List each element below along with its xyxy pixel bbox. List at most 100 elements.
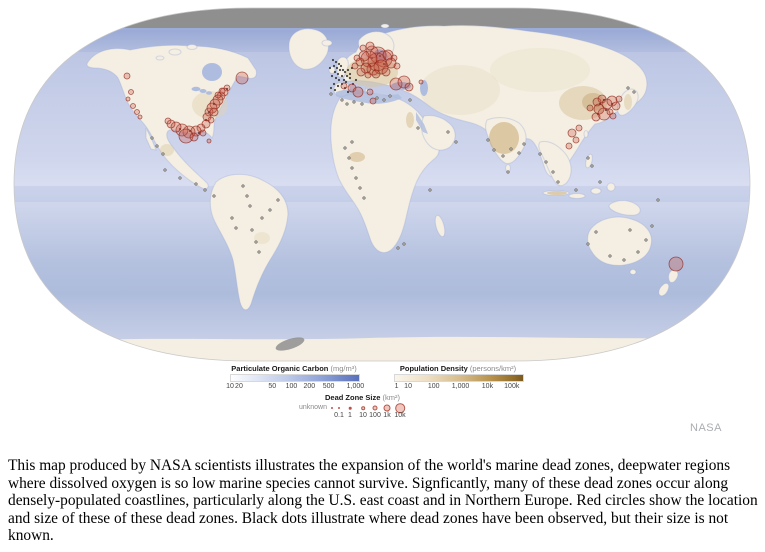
observed-dead-zone-dot [332, 82, 336, 86]
observed-dead-zone-dot [446, 130, 450, 134]
legend-tick-label: 200 [303, 383, 316, 390]
dead-zone-circle [364, 71, 372, 79]
observed-dead-zone-dot [155, 144, 159, 148]
legend-dz-size-circle [372, 405, 378, 411]
dead-zone-circle [418, 79, 424, 85]
legend-dz-size-circle [338, 407, 340, 409]
observed-dead-zone-dot [336, 84, 340, 88]
observed-dead-zone-dot [354, 176, 358, 180]
observed-dead-zone-dot [396, 246, 400, 250]
tasmania [629, 268, 637, 276]
observed-dead-zone-dot [636, 250, 640, 254]
continent-antarctica [14, 336, 750, 361]
legend-tick-label: 100k [504, 383, 520, 390]
legend-dz-tick-label: 1k [383, 412, 391, 419]
observed-dead-zone-dot [376, 60, 380, 64]
southeast-asia [538, 140, 572, 187]
legend-pop-gradient-bar [394, 374, 524, 382]
legend-dz-size-circle [383, 404, 391, 412]
dead-zone-circle [365, 41, 375, 51]
legend-poc-title: Particulate Organic Carbon (mg/m³) [230, 364, 358, 373]
legend-tick-label: 500 [322, 383, 335, 390]
legend-poc-gradient-bar [230, 374, 360, 382]
dead-zone-circle [123, 72, 131, 80]
observed-dead-zone-dot [241, 184, 245, 188]
observed-dead-zone-dot [346, 68, 350, 72]
observed-dead-zone-dot [586, 242, 590, 246]
dead-zone-circle [218, 87, 226, 95]
dead-zone-circle [397, 75, 411, 89]
svalbard [380, 23, 390, 29]
observed-dead-zone-dot [522, 142, 526, 146]
observed-dead-zone-dot [329, 92, 333, 96]
dead-zone-circle [206, 138, 212, 144]
observed-dead-zone-dot [340, 98, 344, 102]
dead-zone-circle [125, 96, 131, 102]
observed-dead-zone-dot [501, 154, 505, 158]
legend-dz-size-circle [395, 403, 405, 413]
observed-dead-zone-dot [334, 60, 338, 64]
new-zealand-north [667, 269, 679, 284]
observed-dead-zone-dot [347, 156, 351, 160]
dead-zone-circle [356, 67, 366, 77]
dead-zone-circle [615, 95, 623, 103]
observed-dead-zone-dot [337, 62, 341, 66]
madagascar [434, 214, 446, 238]
observed-dead-zone-dot [339, 64, 343, 68]
observed-dead-zone-dot [626, 86, 630, 90]
observed-dead-zone-dot [388, 94, 392, 98]
dead-zone-circle [128, 89, 134, 95]
observed-dead-zone-dot [538, 152, 542, 156]
observed-dead-zone-dot [332, 64, 336, 68]
legend-dz-title-text: Dead Zone Size [324, 393, 381, 402]
dead-zone-circle [353, 54, 361, 62]
observed-dead-zone-dot [333, 88, 337, 92]
legend-tick-label: 1,000 [346, 383, 365, 390]
legend-dz-unknown-dot [331, 407, 333, 409]
observed-dead-zone-dot [330, 74, 334, 78]
observed-dead-zone-dot [358, 186, 362, 190]
dead-zone-circle [359, 44, 367, 52]
observed-dead-zone-dot [362, 196, 366, 200]
dead-zone-circle [369, 97, 377, 105]
observed-dead-zone-dot [350, 166, 354, 170]
dead-zone-circle [404, 82, 414, 92]
observed-dead-zone-dot [590, 164, 594, 168]
observed-dead-zone-dot [245, 194, 249, 198]
dead-zone-circle [567, 128, 577, 138]
observed-dead-zone-dot [402, 242, 406, 246]
legend-dz-unknown-label: unknown [298, 404, 327, 411]
observed-dead-zone-dot [454, 140, 458, 144]
dead-zone-circle [189, 132, 199, 142]
nasa-credit: NASA [690, 422, 722, 434]
legend-dz-size-circle [361, 406, 365, 410]
dead-zone-circle [390, 54, 398, 62]
observed-dead-zone-dot [342, 78, 346, 82]
legend-particulate-organic-carbon: Particulate Organic Carbon (mg/m³) 10 20 5… [226, 364, 364, 392]
observed-dead-zone-dot [333, 70, 337, 74]
japan [617, 88, 639, 116]
dead-zone-circles [123, 41, 684, 272]
observed-dead-zone-dot [492, 148, 496, 152]
legend-dz-tick-label: 0.1 [334, 412, 344, 419]
projection-outline [13, 7, 751, 362]
taiwan [583, 129, 589, 139]
dead-zone-circle [575, 124, 583, 132]
dead-zone-circle [351, 62, 359, 70]
dead-zone-circle [591, 112, 601, 122]
legend-poc-unit: (mg/m³) [330, 364, 357, 373]
legend-tick-label: 10 [226, 383, 234, 390]
dead-zone-circle [204, 107, 214, 117]
dead-zone-circle [206, 102, 218, 114]
observed-dead-zone-dot [163, 168, 167, 172]
observed-dead-zone-dot [574, 188, 578, 192]
legend-pop-title: Population Density (persons/km²) [394, 364, 522, 373]
dead-zone-circle [668, 256, 684, 272]
observed-dead-zone-dot [428, 188, 432, 192]
iceland [321, 39, 333, 47]
observed-dead-zone-dot [586, 156, 590, 160]
observed-dead-zone-dot [416, 126, 420, 130]
observed-dead-zone-dot [254, 240, 258, 244]
observed-dead-zone-dot [551, 170, 555, 174]
